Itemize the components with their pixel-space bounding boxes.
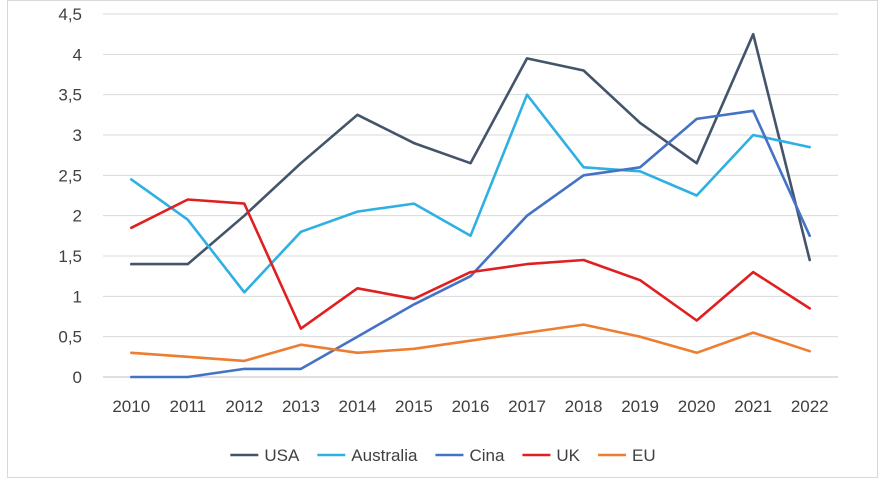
- x-tick-label: 2017: [508, 397, 546, 416]
- x-axis-ticks: 2010 2011 2012 2013 2014 2015 2016 2017 2018 2019…: [112, 397, 828, 416]
- legend-label-usa: USA: [264, 446, 300, 465]
- legend-label-eu: EU: [632, 446, 656, 465]
- y-tick-label: 4: [73, 45, 82, 64]
- x-tick-label: 2011: [170, 397, 207, 416]
- x-tick-label: 2018: [565, 397, 603, 416]
- x-tick-label: 2019: [621, 397, 659, 416]
- x-tick-label: 2014: [339, 397, 377, 416]
- y-tick-label: 3,5: [58, 86, 82, 105]
- series-line-uk: [130, 198, 812, 330]
- x-tick-label: 2010: [112, 397, 150, 416]
- y-tick-label: 4,5: [58, 5, 82, 24]
- series-line-eu: [130, 323, 812, 363]
- y-tick-label: 2: [73, 207, 82, 226]
- y-axis-ticks: 0 0,5 1 1,5 2 2,5 3 3,5 4 4,5: [58, 5, 82, 387]
- x-tick-label: 2013: [282, 397, 320, 416]
- y-tick-label: 1: [73, 287, 82, 306]
- y-tick-label: 2,5: [58, 166, 82, 185]
- x-tick-label: 2016: [452, 397, 490, 416]
- series-line-cina: [130, 109, 812, 379]
- y-tick-label: 1,5: [58, 247, 82, 266]
- legend-label-uk: UK: [556, 446, 580, 465]
- y-tick-label: 0: [73, 368, 82, 387]
- legend: USA Australia Cina UK EU: [230, 446, 656, 465]
- series-line-usa: [130, 32, 812, 266]
- x-tick-label: 2012: [225, 397, 263, 416]
- x-tick-label: 2015: [395, 397, 433, 416]
- legend-label-australia: Australia: [351, 446, 418, 465]
- series-lines: [130, 32, 812, 379]
- x-tick-label: 2022: [791, 397, 829, 416]
- y-tick-label: 0,5: [58, 328, 82, 347]
- y-tick-label: 3: [73, 126, 82, 145]
- x-tick-label: 2021: [734, 397, 772, 416]
- gridlines: [103, 13, 838, 378]
- series-line-australia: [130, 93, 812, 294]
- legend-label-cina: Cina: [469, 446, 505, 465]
- x-tick-label: 2020: [678, 397, 716, 416]
